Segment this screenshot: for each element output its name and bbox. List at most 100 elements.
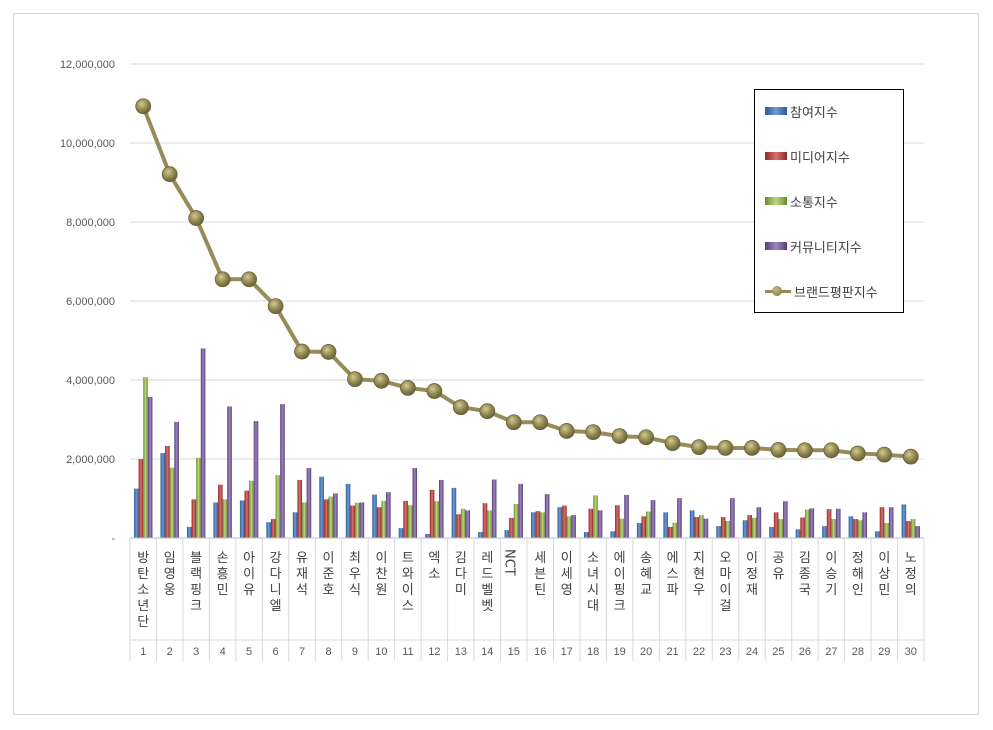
bar-3-11: [407, 505, 413, 538]
legend-swatch: [765, 152, 787, 160]
legend-item-brand-index: 브랜드평판지수: [765, 281, 878, 301]
bar-1-16: [531, 512, 536, 538]
bar-2-13: [456, 514, 461, 538]
category-label: NCT: [501, 549, 516, 576]
bar-3-6: [275, 475, 281, 538]
brand-index-point-9: [347, 371, 363, 388]
rank-label: 4: [220, 646, 226, 658]
y-tick-label: 2,000,000: [66, 454, 115, 466]
bar-4-18: [597, 510, 603, 538]
bar-2-2: [165, 445, 170, 538]
rank-label: 25: [772, 646, 784, 658]
bar-3-3: [196, 457, 201, 538]
bar-4-16: [544, 494, 550, 538]
bar-1-3: [186, 526, 192, 538]
bar-4-13: [465, 510, 471, 538]
bar-4-12: [438, 479, 444, 538]
brand-index-point-24: [744, 440, 760, 456]
legend-line-marker: [765, 286, 791, 296]
legend-label: 참여지수: [790, 105, 838, 121]
bar-1-23: [716, 526, 721, 538]
rank-label: 30: [905, 646, 917, 658]
rank-label: 2: [167, 646, 173, 658]
brand-index-point-4: [214, 271, 231, 288]
bar-1-24: [742, 520, 748, 538]
legend: 참여지수 미디어지수 소통지수 커뮤니티지수 브랜드평판지수: [754, 89, 904, 313]
bar-1-7: [292, 512, 298, 538]
bar-1-10: [372, 494, 377, 538]
bar-3-9: [354, 502, 360, 538]
brand-index-point-20: [638, 429, 654, 446]
rank-label: 5: [246, 646, 252, 658]
bar-2-28: [853, 519, 858, 538]
bar-3-20: [646, 511, 651, 538]
bar-4-3: [200, 348, 206, 538]
bar-2-18: [588, 508, 594, 538]
bar-2-5: [244, 490, 250, 538]
brand-index-point-26: [797, 442, 813, 459]
rank-label: 24: [746, 646, 758, 658]
rank-label: 7: [299, 646, 305, 658]
bar-2-14: [482, 503, 488, 538]
rank-label: 8: [325, 646, 331, 658]
bar-3-18: [593, 495, 598, 538]
bar-1-28: [848, 516, 854, 538]
bar-4-21: [677, 498, 682, 538]
bar-3-4: [222, 499, 228, 538]
bar-2-29: [879, 507, 885, 538]
bar-3-21: [672, 522, 678, 538]
bars: [134, 348, 920, 538]
brand-index-point-16: [532, 414, 549, 431]
bar-4-7: [306, 468, 312, 538]
brand-index-point-2: [161, 166, 178, 183]
bar-2-17: [562, 505, 567, 538]
bar-2-16: [535, 511, 541, 538]
bar-4-15: [518, 483, 523, 538]
bar-2-24: [747, 515, 752, 538]
bar-1-14: [478, 532, 483, 538]
brand-index-point-27: [823, 442, 840, 459]
bar-2-11: [403, 500, 408, 538]
bar-4-27: [835, 508, 841, 538]
bar-4-9: [359, 502, 365, 538]
brand-index-point-14: [479, 403, 496, 420]
bar-2-7: [297, 479, 303, 538]
bar-4-22: [703, 518, 709, 538]
rank-label: 12: [428, 646, 440, 658]
bar-3-12: [434, 501, 439, 538]
rank-label: 9: [352, 646, 358, 658]
bar-1-2: [160, 453, 166, 538]
bar-3-15: [513, 504, 519, 538]
bar-4-26: [809, 508, 815, 538]
bar-3-8: [328, 496, 334, 538]
bar-2-30: [906, 521, 911, 538]
bar-4-20: [650, 500, 656, 538]
brand-index-point-21: [664, 435, 681, 452]
rank-label: 29: [878, 646, 890, 658]
y-tick-label: 10,000,000: [60, 138, 115, 150]
brand-index-point-1: [135, 98, 152, 115]
bar-4-14: [491, 479, 497, 538]
bar-1-1: [134, 488, 139, 538]
bar-1-20: [636, 522, 642, 538]
brand-index-point-8: [320, 344, 337, 360]
rank-label: 23: [719, 646, 731, 658]
rank-label: 22: [693, 646, 705, 658]
bar-4-23: [730, 498, 735, 538]
legend-item-media: 미디어지수: [765, 146, 850, 166]
brand-index-point-18: [585, 424, 602, 441]
bar-4-6: [280, 404, 285, 538]
brand-index-point-13: [452, 399, 469, 416]
bar-3-16: [540, 512, 545, 538]
rank-label: 3: [193, 646, 199, 658]
rank-label: 13: [455, 646, 467, 658]
